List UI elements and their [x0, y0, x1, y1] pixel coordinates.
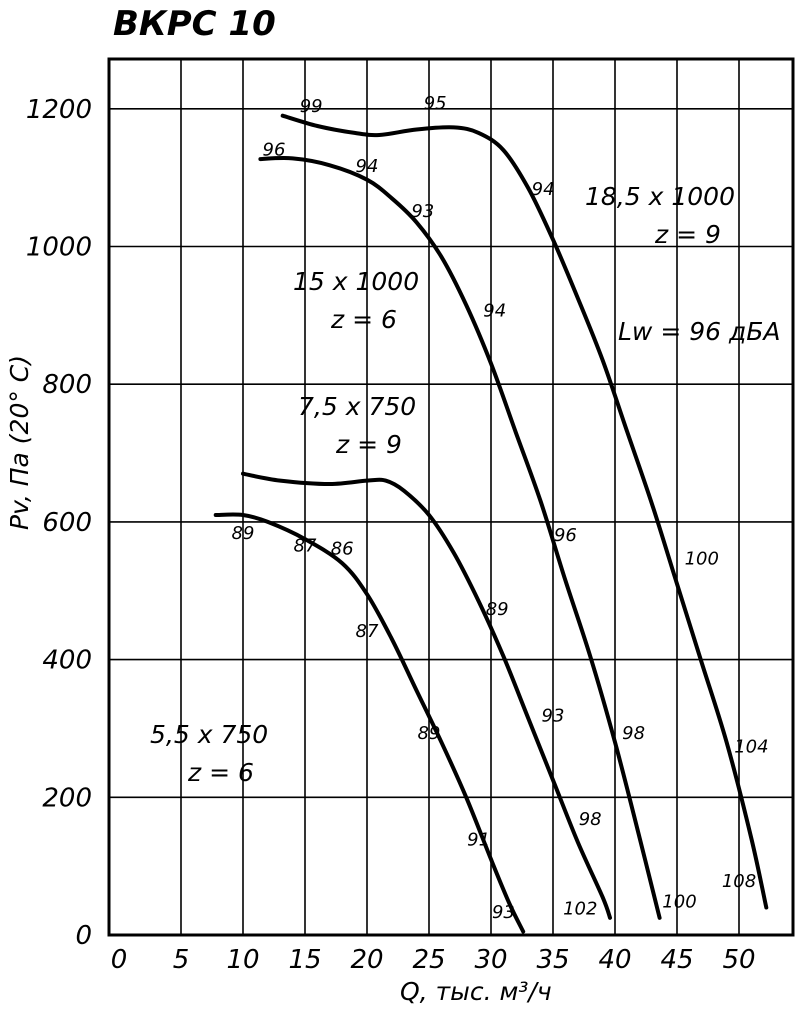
efficiency-annotation: 96 — [554, 525, 577, 546]
x-tick-label: 10 — [226, 945, 259, 975]
y-tick-label: 0 — [75, 921, 92, 951]
y-tick-label: 200 — [42, 783, 92, 813]
series-label-motor: 18,5 x 1000 — [585, 182, 735, 211]
x-tick-label: 0 — [111, 945, 128, 975]
efficiency-annotation: 96 — [263, 140, 286, 161]
x-tick-label: 15 — [288, 945, 321, 975]
efficiency-annotation: 98 — [622, 723, 645, 744]
efficiency-annotation: 104 — [734, 737, 768, 758]
efficiency-annotation: 89 — [232, 523, 255, 544]
efficiency-annotation: 87 — [294, 536, 317, 557]
plot-frame — [107, 57, 795, 937]
efficiency-annotation: 98 — [579, 809, 602, 830]
chart-title: ВКРС 10 — [113, 4, 276, 44]
series-label-motor: 15 x 1000 — [293, 267, 419, 296]
series-curves — [213, 113, 769, 934]
efficiency-annotation: 94 — [532, 179, 555, 200]
x-tick-label: 25 — [412, 945, 445, 975]
x-tick-label: 40 — [598, 945, 631, 975]
efficiency-annotation: 99 — [300, 96, 323, 117]
x-tick-label: 20 — [350, 945, 383, 975]
efficiency-annotation: 89 — [486, 599, 509, 620]
efficiency-annotation: 86 — [331, 538, 354, 559]
x-tick-label: 5 — [173, 945, 190, 975]
x-tick-label: 45 — [660, 945, 693, 975]
series-label-blades: z = 9 — [654, 220, 721, 249]
efficiency-annotation: 93 — [492, 902, 515, 923]
x-axis-label: Q, тыс. м³/ч — [400, 977, 552, 1006]
x-tick-label: 35 — [536, 945, 569, 975]
y-tick-label: 400 — [42, 646, 92, 676]
grid — [109, 59, 793, 935]
efficiency-annotation: 100 — [662, 891, 696, 912]
series-label-motor: 7,5 x 750 — [298, 392, 416, 421]
efficiency-annotation: 95 — [424, 93, 447, 114]
y-axis-label: Pv, Па (20° C) — [5, 355, 34, 530]
efficiency-annotation: 93 — [542, 706, 565, 727]
series-curve-1 — [213, 512, 526, 934]
series-curve-2 — [241, 471, 612, 920]
x-tick-label: 30 — [474, 945, 507, 975]
efficiency-annotation: 94 — [483, 301, 506, 322]
series-label-blades: z = 6 — [330, 305, 397, 334]
efficiency-annotation: 94 — [356, 156, 379, 177]
curve-annotations: 89 87 86 87 89 91 93 89 93 98 102 96 94 93 94 96 98 100 99… — [232, 93, 769, 923]
series-labels: 5,5 x 750 z = 6 7,5 x 750 z = 9 15 x 1000 z =… — [150, 182, 735, 787]
y-tick-label: 800 — [42, 370, 92, 400]
y-tick-label: 1200 — [26, 95, 92, 125]
efficiency-annotation: 100 — [685, 549, 719, 570]
series-curve-3 — [258, 156, 662, 920]
efficiency-annotation: 91 — [467, 829, 490, 850]
series-label-motor: 5,5 x 750 — [150, 720, 268, 749]
series-curve-4 — [280, 113, 769, 910]
y-tick-label: 600 — [42, 508, 92, 538]
noise-note: Lw = 96 дБА — [618, 317, 781, 346]
x-tick-label: 50 — [722, 945, 755, 975]
series-label-blades: z = 6 — [187, 758, 254, 787]
series-label-blades: z = 9 — [335, 430, 402, 459]
efficiency-annotation: 102 — [563, 898, 597, 919]
efficiency-annotation: 87 — [356, 621, 379, 642]
efficiency-annotation: 108 — [722, 871, 756, 892]
axis-ticks: 0 5 10 15 20 25 30 35 40 45 50 0 200 400 600 800 1000 120… — [26, 95, 756, 975]
efficiency-annotation: 93 — [411, 201, 434, 222]
y-tick-label: 1000 — [26, 233, 92, 263]
efficiency-annotation: 89 — [418, 723, 441, 744]
